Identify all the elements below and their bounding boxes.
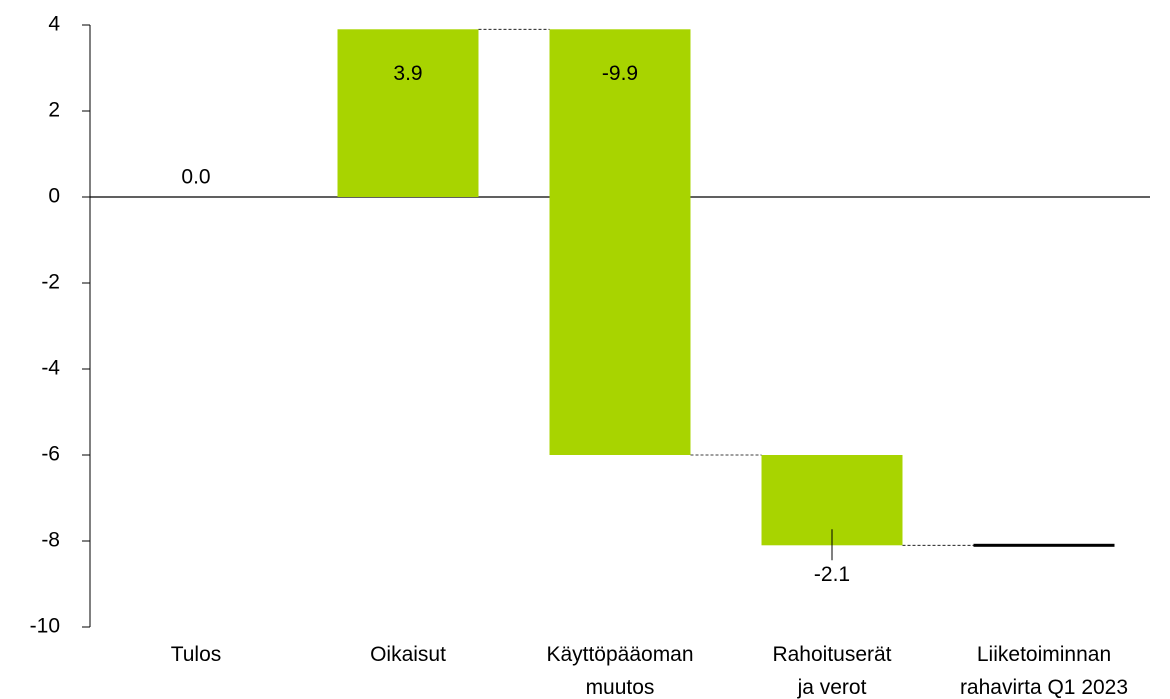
total-bar <box>973 543 1115 547</box>
y-tick-label: -10 <box>30 615 60 638</box>
bar <box>337 29 479 197</box>
x-tick-label-line: Oikaisut <box>370 643 446 666</box>
y-tick-label: -4 <box>41 357 60 380</box>
x-tick-label-line: ja verot <box>797 676 867 699</box>
x-tick-label-line: Tulos <box>171 643 222 666</box>
data-label: -9.9 <box>602 62 638 85</box>
data-label: 3.9 <box>393 62 422 85</box>
y-tick-label: 2 <box>48 99 60 122</box>
bar <box>549 29 691 456</box>
y-tick-label: -6 <box>41 443 60 466</box>
y-tick-label: 4 <box>48 13 60 36</box>
x-tick-label: Rahoituserät ja verot <box>772 643 891 699</box>
data-label: 0.0 <box>181 166 210 189</box>
x-tick-label-line: Liiketoiminnan <box>977 643 1111 666</box>
y-tick-label: 0 <box>48 185 60 208</box>
x-tick-label: Oikaisut <box>370 643 446 666</box>
x-tick-label-line: rahavirta Q1 2023 <box>960 676 1128 699</box>
x-tick-label-line: Käyttöpääoman <box>546 643 693 666</box>
x-tick-label-line: Rahoituserät <box>772 643 891 666</box>
x-tick-label-line: muutos <box>586 676 655 699</box>
x-tick-label: Tulos <box>171 643 222 666</box>
y-tick-label: -2 <box>41 271 60 294</box>
y-tick-label: -8 <box>41 529 60 552</box>
x-tick-label: Liiketoiminnan rahavirta Q1 2023 <box>960 643 1128 699</box>
x-tick-label: Käyttöpääoman muutos <box>546 643 693 699</box>
data-label: -2.1 <box>814 563 850 586</box>
